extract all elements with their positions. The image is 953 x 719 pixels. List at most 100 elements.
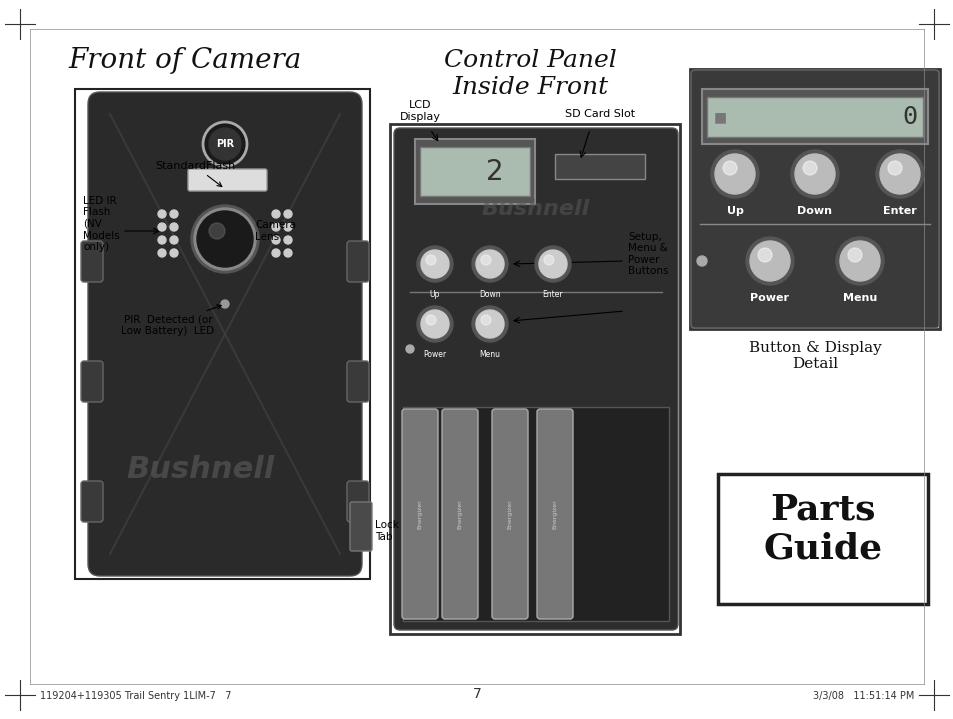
Circle shape (426, 255, 436, 265)
Bar (718, 474, 927, 604)
Text: PIR  Detected (or
Low Battery)  LED: PIR Detected (or Low Battery) LED (121, 305, 221, 336)
Circle shape (887, 161, 901, 175)
Text: Energizer: Energizer (417, 499, 422, 529)
Circle shape (538, 250, 566, 278)
FancyBboxPatch shape (75, 89, 370, 579)
Text: Control Panel
Inside Front: Control Panel Inside Front (443, 50, 616, 99)
Circle shape (193, 208, 255, 270)
FancyBboxPatch shape (347, 481, 369, 522)
Text: 119204+119305 Trail Sentry 1LIM-7   7: 119204+119305 Trail Sentry 1LIM-7 7 (40, 691, 232, 701)
Text: 3/3/08   11:51:14 PM: 3/3/08 11:51:14 PM (812, 691, 913, 701)
Text: Up: Up (726, 206, 742, 216)
Circle shape (284, 210, 292, 218)
FancyBboxPatch shape (537, 409, 573, 619)
Circle shape (221, 300, 229, 308)
Circle shape (879, 154, 919, 194)
Text: 7: 7 (472, 687, 481, 701)
Text: Bushnell: Bushnell (481, 199, 590, 219)
Circle shape (284, 223, 292, 231)
Text: Front of Camera: Front of Camera (69, 47, 301, 74)
Circle shape (416, 246, 453, 282)
Circle shape (697, 256, 706, 266)
FancyBboxPatch shape (347, 361, 369, 402)
Circle shape (476, 250, 503, 278)
Circle shape (272, 236, 280, 244)
Circle shape (758, 248, 771, 262)
Circle shape (790, 150, 838, 198)
Text: Enter: Enter (542, 290, 562, 299)
Circle shape (272, 223, 280, 231)
Circle shape (420, 250, 449, 278)
Text: Menu: Menu (842, 293, 876, 303)
Circle shape (209, 128, 241, 160)
Text: PIR: PIR (215, 139, 233, 149)
Circle shape (476, 310, 503, 338)
FancyBboxPatch shape (401, 409, 437, 619)
Circle shape (209, 223, 225, 239)
Circle shape (426, 315, 436, 325)
Circle shape (535, 246, 571, 282)
Circle shape (170, 249, 178, 257)
Text: ■: ■ (713, 110, 726, 124)
Text: Up: Up (430, 290, 439, 299)
Circle shape (158, 223, 166, 231)
FancyBboxPatch shape (81, 241, 103, 282)
FancyBboxPatch shape (188, 169, 267, 191)
Text: Lock
Tab: Lock Tab (375, 521, 398, 542)
Circle shape (472, 306, 507, 342)
Text: Setup,
Menu &
Power
Buttons: Setup, Menu & Power Buttons (627, 232, 668, 276)
Bar (402, 407, 668, 621)
Bar (415, 139, 535, 204)
Text: SD Card Slot: SD Card Slot (564, 109, 635, 119)
Text: Energizer: Energizer (507, 499, 512, 529)
Circle shape (480, 255, 491, 265)
Text: Camera
Lens: Camera Lens (254, 220, 295, 242)
Text: Parts
Guide: Parts Guide (762, 493, 882, 566)
Circle shape (158, 210, 166, 218)
Circle shape (196, 211, 253, 267)
FancyBboxPatch shape (88, 92, 361, 576)
Circle shape (170, 210, 178, 218)
Circle shape (794, 154, 834, 194)
Circle shape (420, 310, 449, 338)
Bar (706, 97, 923, 137)
Circle shape (284, 249, 292, 257)
Text: 0: 0 (902, 105, 917, 129)
Circle shape (272, 249, 280, 257)
Text: Energizer: Energizer (552, 499, 557, 529)
FancyBboxPatch shape (492, 409, 527, 619)
Circle shape (158, 236, 166, 244)
Circle shape (722, 161, 737, 175)
Bar (390, 124, 679, 634)
Circle shape (170, 236, 178, 244)
Circle shape (714, 154, 754, 194)
Circle shape (170, 223, 178, 231)
Circle shape (840, 241, 879, 281)
Circle shape (875, 150, 923, 198)
Circle shape (847, 248, 862, 262)
Circle shape (835, 237, 883, 285)
Circle shape (406, 345, 414, 353)
Circle shape (472, 246, 507, 282)
Text: LED IR
Flash
(NV
Models
only): LED IR Flash (NV Models only) (83, 196, 120, 252)
FancyBboxPatch shape (81, 481, 103, 522)
Circle shape (416, 306, 453, 342)
Text: Power: Power (750, 293, 789, 303)
Text: Bushnell: Bushnell (126, 454, 274, 483)
Circle shape (543, 255, 554, 265)
Circle shape (158, 249, 166, 257)
Circle shape (203, 122, 247, 166)
Circle shape (272, 210, 280, 218)
FancyBboxPatch shape (347, 241, 369, 282)
FancyBboxPatch shape (350, 502, 372, 551)
Circle shape (480, 315, 491, 325)
FancyBboxPatch shape (690, 70, 938, 328)
Circle shape (284, 236, 292, 244)
Text: LCD
Display: LCD Display (399, 101, 440, 122)
Text: Enter: Enter (882, 206, 916, 216)
Text: Button & Display
Detail: Button & Display Detail (748, 341, 881, 371)
Circle shape (802, 161, 816, 175)
FancyBboxPatch shape (81, 361, 103, 402)
Bar (555, 154, 644, 179)
FancyBboxPatch shape (441, 409, 477, 619)
